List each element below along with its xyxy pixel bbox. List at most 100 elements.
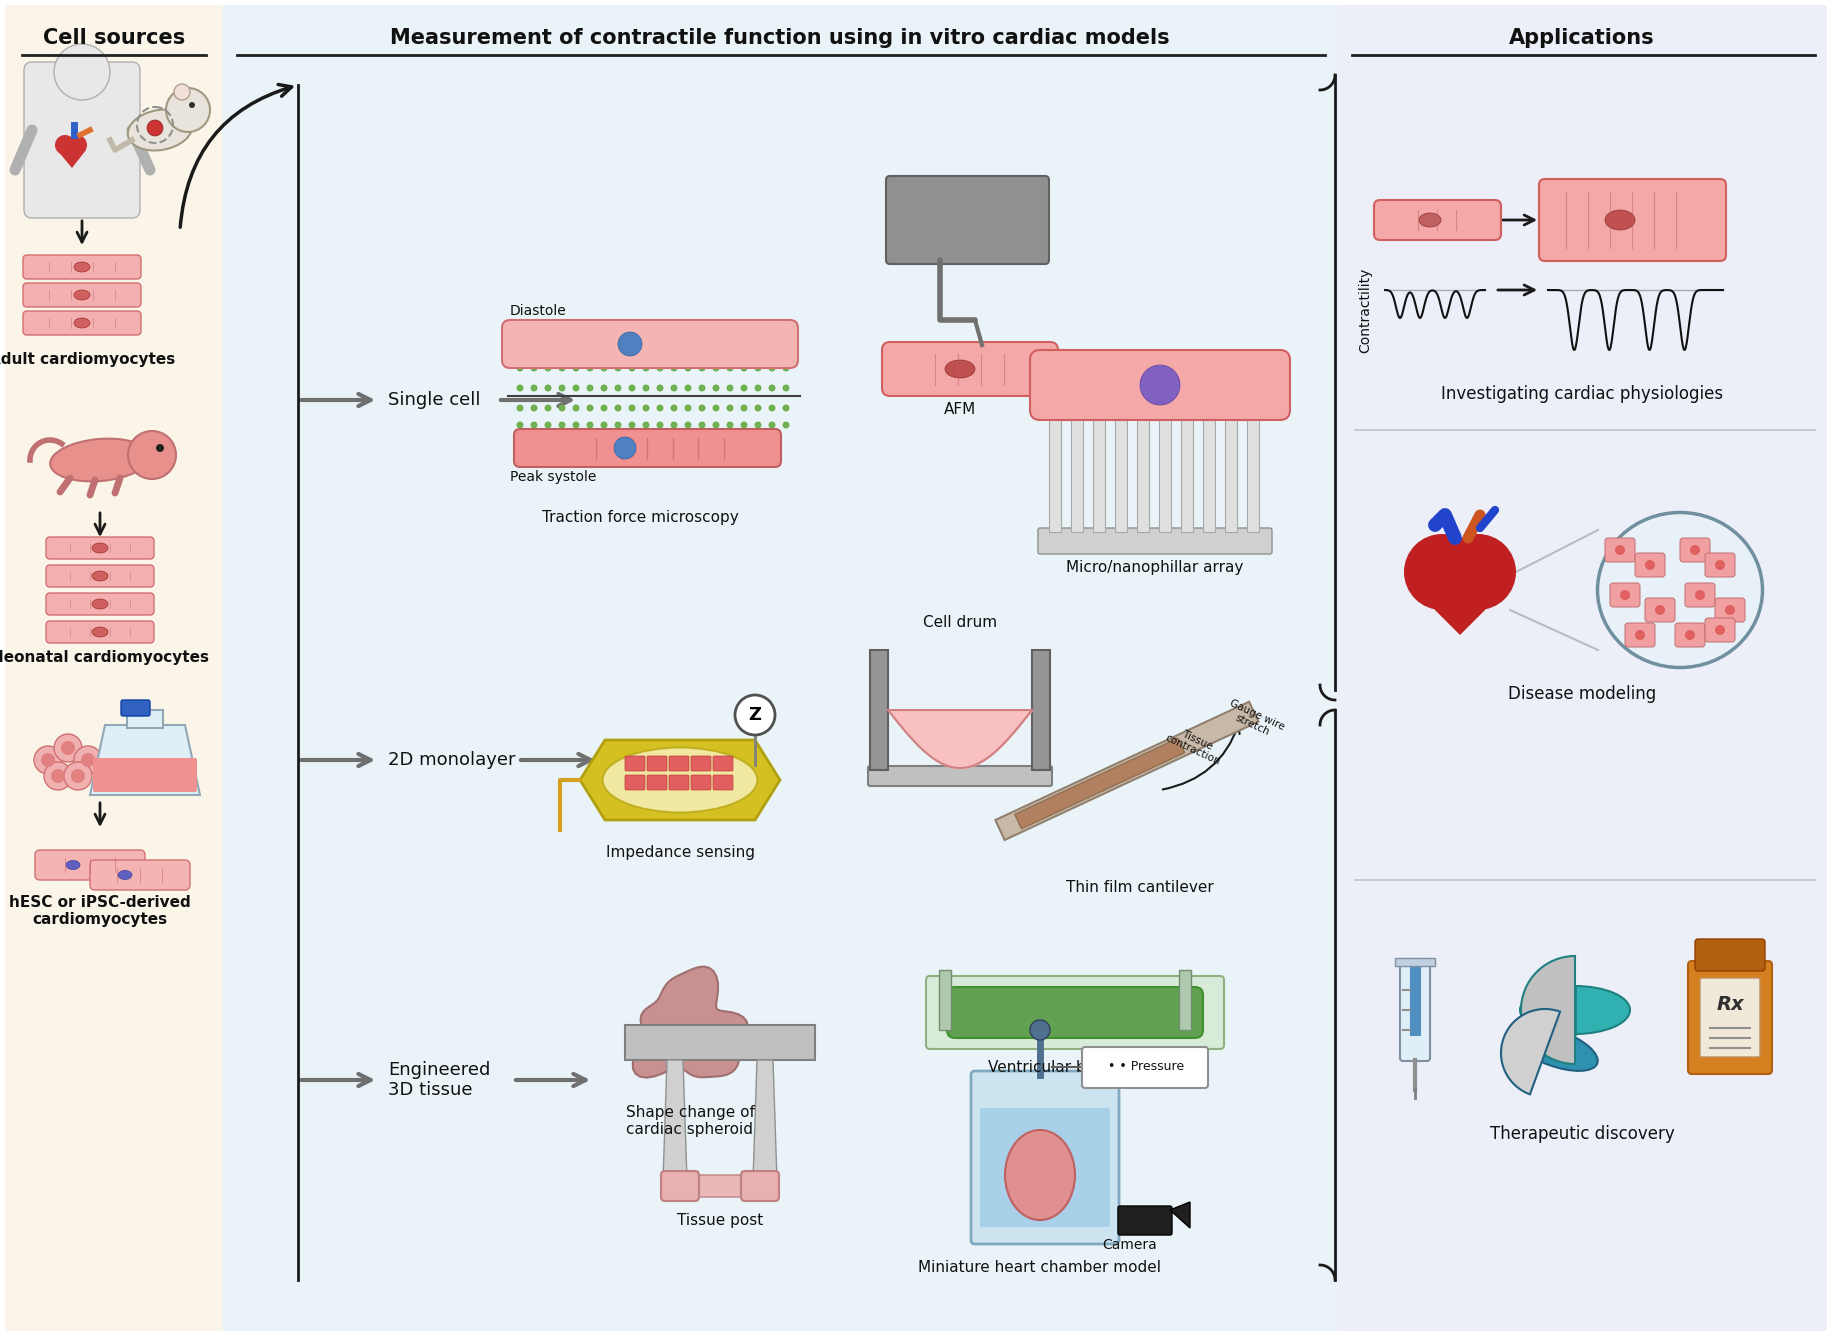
FancyBboxPatch shape (90, 860, 191, 890)
FancyBboxPatch shape (35, 850, 145, 880)
Text: Impedance sensing: Impedance sensing (606, 845, 755, 860)
Bar (1031, 650, 1050, 770)
FancyBboxPatch shape (93, 758, 198, 792)
Circle shape (55, 135, 75, 155)
Circle shape (740, 422, 747, 429)
Circle shape (544, 405, 551, 411)
Circle shape (517, 384, 524, 391)
Circle shape (1140, 364, 1180, 405)
Circle shape (147, 120, 163, 136)
FancyBboxPatch shape (1400, 959, 1431, 1061)
FancyBboxPatch shape (5, 5, 224, 1331)
Circle shape (782, 364, 790, 371)
FancyBboxPatch shape (1374, 200, 1500, 240)
FancyBboxPatch shape (1610, 583, 1640, 607)
Text: Rx: Rx (1717, 996, 1744, 1015)
Circle shape (51, 769, 64, 784)
FancyBboxPatch shape (647, 776, 667, 790)
Ellipse shape (1116, 398, 1127, 402)
Circle shape (1685, 630, 1695, 639)
Circle shape (698, 384, 705, 391)
Wedge shape (1521, 956, 1576, 1064)
FancyBboxPatch shape (625, 756, 645, 772)
Circle shape (685, 405, 691, 411)
Circle shape (1645, 559, 1654, 570)
Text: Investigating cardiac physiologies: Investigating cardiac physiologies (1442, 384, 1724, 403)
Circle shape (559, 422, 566, 429)
Text: Miniature heart chamber model: Miniature heart chamber model (918, 1260, 1161, 1275)
Polygon shape (1411, 585, 1510, 635)
Bar (1050, 400, 1061, 533)
Circle shape (685, 422, 691, 429)
Circle shape (698, 422, 705, 429)
Circle shape (44, 762, 71, 790)
Polygon shape (57, 150, 86, 168)
Circle shape (531, 405, 537, 411)
FancyBboxPatch shape (1605, 538, 1634, 562)
Circle shape (685, 364, 691, 371)
Text: Micro/nanophillar array: Micro/nanophillar array (1066, 559, 1244, 575)
Polygon shape (753, 1060, 777, 1180)
Circle shape (1715, 559, 1726, 570)
Text: Camera: Camera (1103, 1238, 1158, 1252)
Circle shape (617, 332, 641, 356)
Circle shape (628, 405, 636, 411)
Text: Measurement of contractile function using in vitro cardiac models: Measurement of contractile function usin… (390, 28, 1171, 48)
Text: Tissue
contraction: Tissue contraction (1163, 722, 1227, 768)
Circle shape (1030, 1020, 1050, 1040)
Text: Traction force microscopy: Traction force microscopy (542, 510, 738, 525)
FancyBboxPatch shape (222, 5, 1337, 1331)
Circle shape (586, 364, 594, 371)
Circle shape (1634, 630, 1645, 639)
Circle shape (643, 405, 650, 411)
Circle shape (544, 422, 551, 429)
Ellipse shape (1006, 1129, 1075, 1220)
Circle shape (64, 762, 92, 790)
Circle shape (601, 405, 608, 411)
FancyBboxPatch shape (1706, 553, 1735, 577)
FancyBboxPatch shape (925, 976, 1224, 1049)
Ellipse shape (1094, 398, 1105, 402)
Circle shape (531, 364, 537, 371)
FancyBboxPatch shape (1539, 179, 1726, 262)
Bar (1160, 400, 1171, 533)
FancyBboxPatch shape (669, 756, 689, 772)
Circle shape (768, 422, 775, 429)
Circle shape (727, 422, 733, 429)
FancyBboxPatch shape (647, 756, 667, 772)
FancyBboxPatch shape (713, 776, 733, 790)
Circle shape (544, 364, 551, 371)
FancyBboxPatch shape (669, 776, 689, 790)
Bar (625, 1025, 815, 1060)
Text: Ventricular biowire: Ventricular biowire (987, 1060, 1132, 1075)
Polygon shape (1171, 1202, 1191, 1228)
FancyBboxPatch shape (1687, 961, 1772, 1073)
Circle shape (167, 88, 211, 132)
Circle shape (782, 405, 790, 411)
Circle shape (68, 135, 86, 155)
Ellipse shape (1160, 398, 1171, 402)
FancyBboxPatch shape (691, 756, 711, 772)
Circle shape (1440, 534, 1517, 610)
Circle shape (671, 384, 678, 391)
Polygon shape (1015, 738, 1185, 829)
Circle shape (601, 422, 608, 429)
Ellipse shape (1226, 398, 1237, 402)
Ellipse shape (49, 439, 150, 482)
Circle shape (517, 364, 524, 371)
Circle shape (628, 384, 636, 391)
Ellipse shape (92, 627, 108, 637)
FancyBboxPatch shape (46, 621, 154, 643)
Circle shape (73, 746, 103, 774)
Ellipse shape (92, 571, 108, 581)
Circle shape (1726, 605, 1735, 615)
Bar (1226, 400, 1237, 533)
Circle shape (53, 734, 82, 762)
Circle shape (782, 422, 790, 429)
Ellipse shape (73, 318, 90, 328)
FancyBboxPatch shape (691, 776, 711, 790)
Circle shape (628, 364, 636, 371)
Circle shape (698, 405, 705, 411)
Circle shape (768, 364, 775, 371)
Bar (1394, 959, 1434, 967)
